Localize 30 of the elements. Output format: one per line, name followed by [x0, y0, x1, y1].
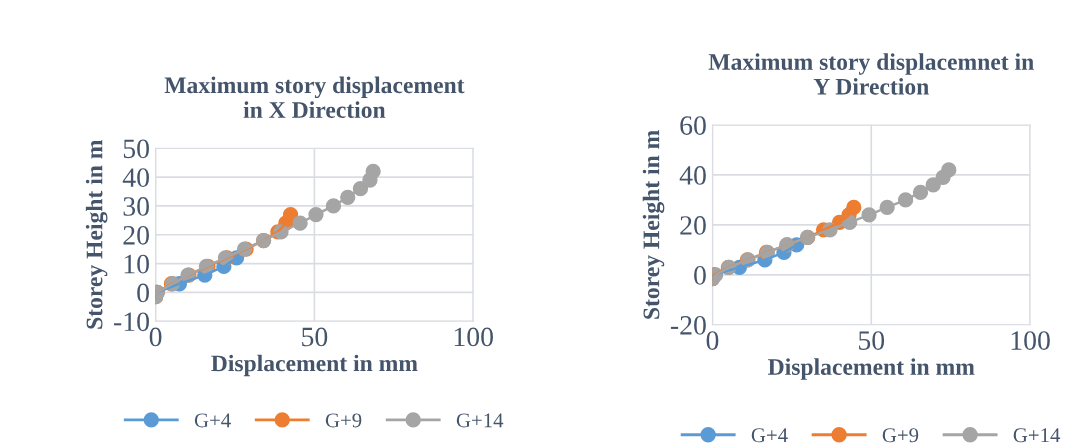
legend-label: G+9: [882, 428, 919, 443]
chart-title: Maximum story displacemnet in Y Direction: [708, 53, 1034, 95]
y-tick-label: 20: [123, 225, 149, 245]
legend-label: G+4: [194, 413, 231, 428]
legend-label: G+14: [1013, 428, 1061, 443]
legend-label: G+4: [751, 428, 788, 443]
y-tick-label: 10: [124, 254, 149, 274]
y-tick-label: -10: [114, 312, 149, 332]
x-tick-label: 50: [302, 327, 328, 347]
x-axis-title: Displacement in mm: [768, 358, 975, 380]
y-axis-title: Storey Height in m: [642, 130, 665, 319]
y-tick-label: 50: [123, 139, 149, 159]
x-tick-label: 0: [706, 331, 719, 350]
legend-label: G+9: [325, 413, 362, 428]
y-tick-label: 40: [679, 166, 706, 185]
y-axis-title: Storey Height in m: [85, 139, 108, 329]
x-tick-label: 50: [859, 331, 885, 350]
y-tick-label: 0: [137, 283, 149, 303]
y-tick-label: 30: [123, 197, 149, 216]
chart-title: Maximum story displacement in X Direction: [164, 76, 465, 118]
x-tick-label: 100: [454, 327, 493, 347]
y-tick-label: 20: [680, 216, 706, 235]
x-tick-label: 100: [1011, 331, 1050, 350]
x-axis-title: Displacement in mm: [211, 354, 418, 377]
y-tick-label: -20: [670, 315, 706, 335]
y-tick-label: 0: [694, 266, 706, 285]
y-tick-label: 60: [680, 116, 706, 135]
y-tick-label: 40: [122, 168, 149, 188]
x-tick-label: 0: [149, 327, 162, 347]
legend-label: G+14: [456, 413, 504, 428]
